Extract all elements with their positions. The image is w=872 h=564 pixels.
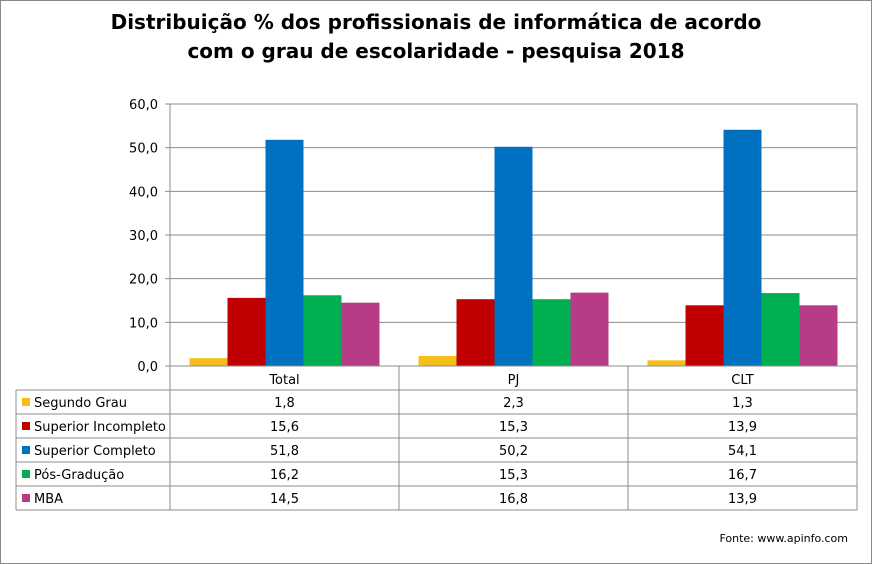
data-label: 14,5 <box>270 492 299 507</box>
y-tick-label: 60,0 <box>129 98 158 113</box>
bar-segundo-grau-total <box>189 358 228 366</box>
y-tick-label: 40,0 <box>129 185 158 200</box>
data-label: 13,9 <box>728 492 757 507</box>
chart-title: Distribuição % dos profissionais de info… <box>0 8 872 66</box>
y-tick-label: 10,0 <box>129 316 158 331</box>
bar-mba-total <box>341 302 380 366</box>
chart-title-line-2: com o grau de escolaridade - pesquisa 20… <box>187 39 685 63</box>
legend-label: Superior Completo <box>34 444 156 459</box>
data-label: 16,8 <box>499 492 528 507</box>
bar-p-s-gradu-o-pj <box>532 299 571 366</box>
bar-mba-pj <box>570 292 609 366</box>
legend-label: Superior Incompleto <box>34 420 166 435</box>
category-label: PJ <box>508 373 520 388</box>
data-label: 1,8 <box>274 396 295 411</box>
data-label: 51,8 <box>270 444 299 459</box>
source-note: Fonte: www.apinfo.com <box>719 532 848 545</box>
category-label: Total <box>268 373 299 388</box>
y-axis: 0,0 10,0 20,0 30,0 40,0 50,0 60,0 <box>129 98 858 375</box>
data-label: 15,6 <box>270 420 299 435</box>
data-label: 16,2 <box>270 468 299 483</box>
bar-superior-completo-pj <box>494 146 533 366</box>
bar-superior-completo-clt <box>723 129 762 366</box>
bar-p-s-gradu-o-clt <box>761 293 800 366</box>
data-table: Total PJ CLT Segundo Grau 1,8 2,3 1,3 Superior … <box>15 365 858 511</box>
bar-p-s-gradu-o-total <box>303 295 342 366</box>
bar-superior-incompleto-total <box>227 297 266 366</box>
bar-superior-incompleto-pj <box>456 299 495 366</box>
legend-swatch <box>22 398 30 406</box>
y-tick-label: 0,0 <box>137 360 158 375</box>
legend-swatch <box>22 494 30 502</box>
y-tick-label: 50,0 <box>129 142 158 157</box>
y-tick-label: 20,0 <box>129 273 158 288</box>
y-tick-label: 30,0 <box>129 229 158 244</box>
bar-superior-incompleto-clt <box>685 305 724 366</box>
data-label: 50,2 <box>499 444 528 459</box>
legend-label: Segundo Grau <box>34 396 127 411</box>
data-label: 13,9 <box>728 420 757 435</box>
chart-title-line-1: Distribuição % dos profissionais de info… <box>110 10 762 34</box>
bar-segundo-grau-pj <box>418 355 457 366</box>
data-label: 15,3 <box>499 420 528 435</box>
legend-label: Pós-Gradução <box>34 468 124 483</box>
bars <box>189 129 838 366</box>
data-label: 15,3 <box>499 468 528 483</box>
bar-segundo-grau-clt <box>647 360 686 366</box>
bar-superior-completo-total <box>265 139 304 366</box>
data-label: 1,3 <box>732 396 753 411</box>
category-label: CLT <box>731 373 754 388</box>
legend-swatch <box>22 470 30 478</box>
data-label: 16,7 <box>728 468 757 483</box>
data-label: 54,1 <box>728 444 757 459</box>
legend-label: MBA <box>34 492 63 507</box>
data-label: 2,3 <box>503 396 524 411</box>
bar-mba-clt <box>799 305 838 366</box>
legend-swatch <box>22 422 30 430</box>
legend-swatch <box>22 446 30 454</box>
